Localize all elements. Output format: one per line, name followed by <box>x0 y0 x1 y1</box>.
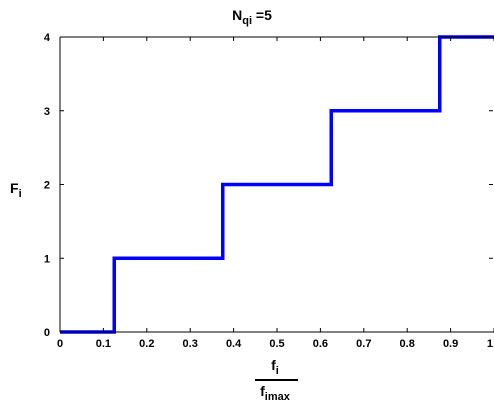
x-tick-label-10: 1 <box>487 338 493 350</box>
y-tick-label-2: 2 <box>44 180 50 192</box>
x-tick-label-6: 0.6 <box>313 338 328 350</box>
y-axis-label: Fi <box>10 180 22 200</box>
x-tick-label-5: 0.5 <box>269 338 284 350</box>
x-axis-label-denominator: fimax <box>260 383 291 403</box>
y-tick-label-4: 4 <box>44 32 51 44</box>
chart-marks: 0 0.1 0.2 0.3 0.4 0.5 0.6 0.7 0.8 0.9 1 0 1 2 3 4 <box>44 32 494 350</box>
x-tick-label-9: 0.9 <box>443 338 458 350</box>
x-tick-label-1: 0.1 <box>96 338 111 350</box>
x-tick-label-4: 0.4 <box>226 338 242 350</box>
x-tick-label-2: 0.2 <box>139 338 154 350</box>
x-axis-label-numerator: fi <box>271 357 279 377</box>
x-tick-label-3: 0.3 <box>183 338 198 350</box>
x-axis-label: fi fimax <box>255 357 298 403</box>
x-tick-label-7: 0.7 <box>356 338 371 350</box>
chart-title: Nqi =5 <box>232 7 272 27</box>
y-tick-label-0: 0 <box>44 327 50 339</box>
y-tick-label-1: 1 <box>44 253 50 265</box>
y-tick-label-3: 3 <box>44 106 50 118</box>
x-tick-label-8: 0.8 <box>400 338 415 350</box>
series-line-0 <box>60 35 494 334</box>
x-tick-label-0: 0 <box>57 338 63 350</box>
